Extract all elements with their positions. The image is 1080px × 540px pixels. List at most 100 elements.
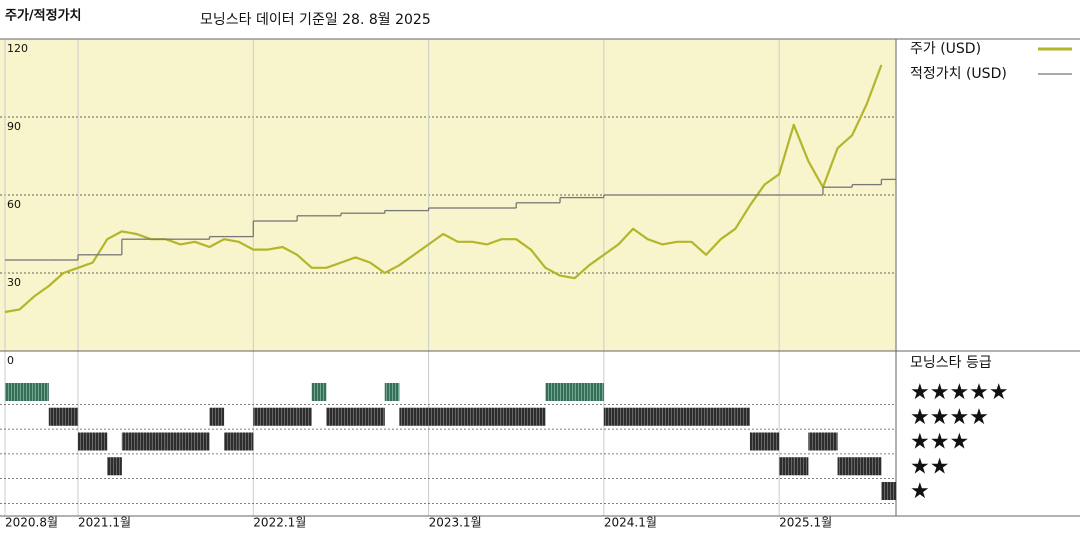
rating-bar [779,457,794,476]
rating-bar-texture [136,432,152,451]
rating-bar [618,407,634,426]
rating-bar-texture [282,407,298,426]
rating-bar-texture [19,383,35,401]
rating-bar [749,432,765,451]
rating-bar [457,407,473,426]
rating-label: ★★★★ [910,405,989,430]
rating-title: 모닝스타 등급 [910,355,992,371]
rating-bar-texture [311,383,327,401]
rating-bar-texture [5,383,20,401]
rating-bar-texture [297,407,312,426]
rating-bar-texture [793,457,809,476]
y-tick-label: 90 [7,120,21,133]
rating-bar [107,457,122,476]
rating-bar [238,432,254,451]
rating-bar-texture [735,407,750,426]
rating-bar-texture [399,407,414,426]
rating-bar-texture [253,407,268,426]
rating-bar-texture [574,383,590,401]
rating-bar [662,407,677,426]
y-tick-label: 60 [7,198,21,211]
rating-bar-texture [209,407,225,426]
rating-bar-texture [779,457,794,476]
x-tick-label: 2025.1월 [779,516,832,530]
rating-bar [63,407,79,426]
rating-bar-texture [151,432,166,451]
rating-bar [691,407,707,426]
rating-bar-texture [78,432,93,451]
rating-bar-texture [370,407,385,426]
rating-bar [253,407,268,426]
x-tick-label: 2020.8월 [5,516,58,530]
rating-bar-texture [48,407,64,426]
y-tick-label: 0 [7,354,14,367]
rating-bar [311,383,327,401]
rating-label: ★★★ [910,430,969,455]
rating-bar-texture [676,407,692,426]
rating-bar [34,383,49,401]
rating-bar-texture [633,407,648,426]
rating-bar-texture [662,407,677,426]
rating-bar-texture [822,432,838,451]
rating-bar-texture [326,407,341,426]
legend-label: 주가 (USD) [910,41,981,57]
rating-bar [545,383,561,401]
rating-bar [501,407,517,426]
rating-bar [487,407,502,426]
rating-bar [574,383,590,401]
rating-bar [78,432,93,451]
rating-bar [92,432,108,451]
rating-bar-texture [866,457,882,476]
rating-bar-texture [749,432,765,451]
rating-bar-texture [516,407,531,426]
rating-bar-texture [501,407,517,426]
rating-bar-texture [852,457,867,476]
rating-bar-texture [881,482,896,500]
rating-bar-texture [180,432,195,451]
x-tick-label: 2021.1월 [78,516,131,530]
rating-bar [633,407,648,426]
rating-bar [267,407,283,426]
rating-bar-texture [355,407,371,426]
rating-bar-texture [691,407,707,426]
rating-bar [19,383,35,401]
rating-label: ★★★★★ [910,380,1009,405]
rating-bar-texture [34,383,49,401]
rating-bar-texture [837,457,853,476]
rating-bar-texture [647,407,663,426]
rating-bar-texture [472,407,488,426]
rating-bar-texture [530,407,546,426]
grid [0,38,896,516]
rating-bar [647,407,663,426]
rating-bar-texture [428,407,444,426]
rating-bar [793,457,809,476]
rating-bar-texture [720,407,736,426]
rating-bar [472,407,488,426]
rating-bar [180,432,195,451]
rating-bar-texture [384,383,400,401]
rating-bar [822,432,838,451]
rating-bar-texture [121,432,137,451]
rating-bar [881,482,896,500]
rating-bar [136,432,152,451]
rating-bar-texture [224,432,239,451]
rating-bar-texture [238,432,254,451]
rating-bar [194,432,210,451]
rating-bar-texture [808,432,823,451]
y-tick-label: 30 [7,276,21,289]
rating-bar [720,407,736,426]
rating-bar [530,407,546,426]
rating-bar-texture [618,407,634,426]
rating-bar [5,383,20,401]
chart-title: 주가/적정가치 [5,8,82,24]
rating-bar [209,407,225,426]
y-tick-label: 120 [7,42,28,55]
rating-bar-texture [413,407,429,426]
rating-bar [326,407,341,426]
rating-bar [413,407,429,426]
rating-label: ★ [910,479,930,504]
rating-bar [428,407,444,426]
rating-bar [764,432,780,451]
rating-bar-texture [107,457,122,476]
